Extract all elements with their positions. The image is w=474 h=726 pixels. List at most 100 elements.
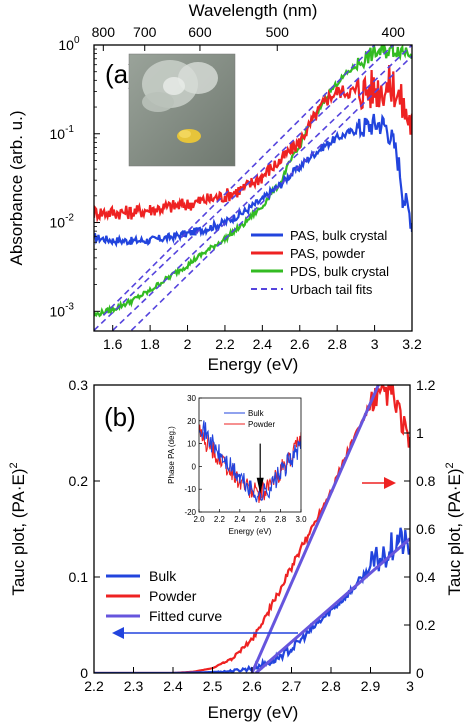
inset-y-tick-label: 10 xyxy=(187,440,196,449)
panel-a-y-axis-title: Absorbance (arb. u.) xyxy=(7,111,26,266)
y2-tick-label: 1 xyxy=(416,425,424,441)
inset-series xyxy=(199,420,301,503)
panel-b-legend: Bulk Powder Fitted curve xyxy=(106,568,222,624)
bottom-axis-ticks: 1.6 1.8 2 2.2 2.4 2.6 2.8 3 3.2 xyxy=(103,325,422,352)
x-tick-label: 2.5 xyxy=(203,678,223,694)
inset-photo xyxy=(128,53,236,167)
panel-b-y-axis-title-sup: 2 xyxy=(8,462,20,468)
inset-x-tick-label: 2.8 xyxy=(275,515,287,524)
x-tick-label: 2.6 xyxy=(290,336,310,352)
fitted-curve-1 xyxy=(254,537,410,673)
y-tick-label: 0.3 xyxy=(69,377,89,393)
left-axis-ticks: 10-3 10-2 10-1 100 xyxy=(50,35,100,319)
top-axis-ticks: 800 700 600 500 400 xyxy=(92,24,405,51)
panel-b-y2-axis-title-sup: 2 xyxy=(444,462,456,468)
panel-a-series xyxy=(94,45,412,331)
x2-tick-label: 800 xyxy=(92,24,116,40)
legend-pas-bulk: PAS, bulk crystal xyxy=(290,228,387,243)
inset-legend: Bulk Powder xyxy=(224,409,275,429)
y-tick-exponent: 0 xyxy=(74,35,80,46)
fitted-curve-2 xyxy=(250,385,380,673)
panel-b-x-axis-title: Energy (eV) xyxy=(208,703,299,722)
x-tick-label: 2.8 xyxy=(321,678,341,694)
arrow-head xyxy=(256,477,264,494)
inset-ticks: 2.0 2.2 2.4 2.6 2.8 3.0 -20 -10 0 10 20 30 xyxy=(184,394,307,524)
urbach-fit-line-4 xyxy=(102,45,376,316)
x-tick-label: 2.4 xyxy=(253,336,273,352)
y-tick-exponent: -1 xyxy=(65,124,74,135)
panel-a-legend: PAS, bulk crystal PAS, powder PDS, bulk … xyxy=(251,228,389,297)
series-line-pds-bulk-crystal xyxy=(94,45,412,318)
x-tick-label: 3 xyxy=(406,678,414,694)
panel-b-y-axis-title-main: Tauc plot, (PA·E) xyxy=(9,468,28,595)
y2-tick-label: 0.4 xyxy=(416,569,436,585)
y-tick-label: 10-1 xyxy=(50,124,75,142)
y2-tick-label: 1.2 xyxy=(416,377,436,393)
urbach-fit-line-1 xyxy=(94,45,394,331)
left-axis-arrow xyxy=(112,627,298,639)
inset-y-tick-label: -10 xyxy=(184,485,196,494)
legend-pds-bulk: PDS, bulk crystal xyxy=(290,264,389,279)
x-tick-label: 2.7 xyxy=(282,678,302,694)
series-line-bulk xyxy=(94,527,410,673)
y2-tick-label: 0.6 xyxy=(416,521,436,537)
panel-b-series xyxy=(94,385,410,673)
panel-b-label: (b) xyxy=(104,402,136,432)
inset-y-tick-label: 0 xyxy=(192,462,197,471)
inset-x-axis-title: Energy (eV) xyxy=(229,527,272,536)
inset-x-tick-label: 2.0 xyxy=(193,515,205,524)
x-tick-label: 2.3 xyxy=(124,678,144,694)
panel-a-x-axis-title: Energy (eV) xyxy=(208,355,299,374)
inset-x-tick-label: 3.0 xyxy=(295,515,307,524)
x-tick-label: 1.6 xyxy=(103,336,123,352)
inset-y-tick-label: 20 xyxy=(187,417,196,426)
y-tick-label: 10-2 xyxy=(50,213,75,231)
x2-axis-title: Wavelength (nm) xyxy=(189,1,318,20)
x2-tick-label: 600 xyxy=(188,24,212,40)
y-tick-exponent: -3 xyxy=(65,301,74,312)
panel-b-right-ticks: 0 0.2 0.4 0.6 0.8 1 1.2 xyxy=(404,377,436,681)
legend-powder: Powder xyxy=(149,588,197,604)
legend-urbach: Urbach tail fits xyxy=(290,282,373,297)
x2-tick-label: 400 xyxy=(382,24,406,40)
x-tick-label: 1.8 xyxy=(140,336,160,352)
urbach-fit-line-3 xyxy=(130,55,412,331)
inset-x-tick-label: 2.2 xyxy=(214,515,226,524)
x2-tick-label: 700 xyxy=(133,24,157,40)
panel-b-left-ticks: 0 0.1 0.2 0.3 xyxy=(69,377,100,681)
y-tick-label: 0.1 xyxy=(69,569,89,585)
x-tick-label: 2.6 xyxy=(242,678,262,694)
panel-a-frame xyxy=(93,44,413,332)
series-line-pas-powder xyxy=(94,65,412,223)
x-tick-label: 2.2 xyxy=(215,336,235,352)
x-tick-label: 3.2 xyxy=(402,336,422,352)
x-tick-label: 2 xyxy=(184,336,192,352)
right-axis-arrow xyxy=(362,477,396,489)
legend-bulk: Bulk xyxy=(149,568,177,584)
y2-tick-label: 0 xyxy=(416,665,424,681)
panel-b-y-axis-title: Tauc plot, (PA·E)2 xyxy=(8,462,28,595)
inset-legend-bulk: Bulk xyxy=(248,409,265,418)
phase-inset: 2.0 2.2 2.4 2.6 2.8 3.0 -20 -10 0 10 20 30 Bulk Pow… xyxy=(167,394,307,536)
inset-y-tick-label: 30 xyxy=(187,394,196,403)
panel-b-y2-axis-title-main: Tauc plot, (PA·E) xyxy=(445,468,464,595)
x-tick-label: 2.4 xyxy=(163,678,183,694)
inset-x-tick-label: 2.6 xyxy=(255,515,267,524)
legend-fitted: Fitted curve xyxy=(149,608,222,624)
inset-series-line-bulk xyxy=(199,420,301,503)
urbach-fit-line-2 xyxy=(112,45,412,331)
panel-a: Wavelength (nm) 800 700 600 500 400 1.6 1.8 2 2… xyxy=(7,1,422,374)
y-tick-label: 10-3 xyxy=(50,301,75,319)
y2-tick-label: 0.2 xyxy=(416,617,436,633)
inset-x-tick-label: 2.4 xyxy=(234,515,246,524)
inset-legend-powder: Powder xyxy=(248,420,275,429)
y-tick-label: 0.2 xyxy=(69,473,89,489)
inset-marker-arrow xyxy=(256,443,264,494)
x-tick-label: 3 xyxy=(371,336,379,352)
inset-y-axis-title: Phase PA (deg.) xyxy=(167,426,176,484)
y-tick-exponent: -2 xyxy=(65,213,74,224)
panel-b-bottom-ticks: 2.2 2.3 2.4 2.5 2.6 2.7 2.8 2.9 3 xyxy=(84,667,414,694)
inset-frame xyxy=(198,397,302,513)
panel-b: 2.2 2.3 2.4 2.5 2.6 2.7 2.8 2.9 3 0 0.1 0.2 0.3 0 0.… xyxy=(8,377,464,722)
inset-y-tick-label: -20 xyxy=(184,508,196,517)
